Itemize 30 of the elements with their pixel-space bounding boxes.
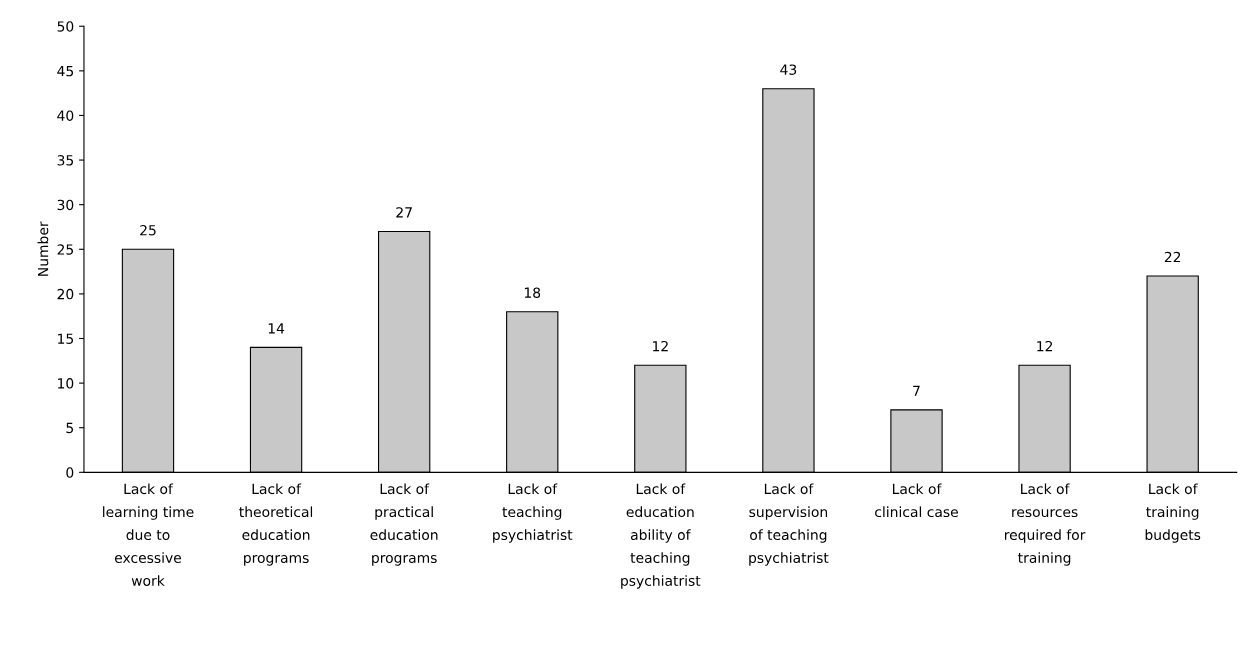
data-label: 25 bbox=[140, 224, 156, 236]
data-label: 12 bbox=[1037, 340, 1053, 352]
data-label: 14 bbox=[268, 323, 285, 334]
x-tick-label: Lack of theoretical education programs bbox=[239, 483, 313, 566]
y-tick-label: 0 bbox=[66, 467, 74, 478]
y-tick-label: 5 bbox=[66, 422, 74, 434]
x-tick-label: Lack of education ability of teaching psychiatrist bbox=[621, 483, 701, 589]
data-label: 22 bbox=[1164, 251, 1181, 263]
data-label: 12 bbox=[653, 340, 668, 352]
data-label: 18 bbox=[524, 287, 541, 298]
y-tick-label: 10 bbox=[58, 378, 74, 389]
x-tick-label: Lack of resources required for training bbox=[1005, 483, 1086, 566]
y-tick-label: 45 bbox=[57, 66, 74, 77]
y-tick-label: 25 bbox=[57, 244, 74, 255]
y-tick-label: 20 bbox=[57, 288, 74, 300]
data-label: 7 bbox=[913, 385, 920, 396]
y-axis-title: Number bbox=[37, 221, 49, 276]
data-label: 27 bbox=[396, 207, 412, 218]
x-tick-label: Lack of training budgets bbox=[1145, 483, 1201, 543]
x-tick-label: Lack of teaching psychiatrist bbox=[493, 483, 573, 543]
data-label: 43 bbox=[780, 64, 797, 75]
y-tick-label: 35 bbox=[57, 155, 74, 166]
x-tick-label: Lack of supervision of teaching psychiatrist bbox=[749, 483, 829, 566]
y-tick-label: 30 bbox=[57, 199, 74, 211]
x-tick-label: Lack of clinical case bbox=[875, 483, 958, 518]
y-tick-label: 40 bbox=[57, 110, 74, 121]
y-tick-label: 50 bbox=[57, 21, 74, 32]
x-tick-label: Lack of learning time due to excessive work bbox=[103, 483, 194, 586]
x-tick-label: Lack of practical education programs bbox=[370, 483, 438, 566]
y-tick-label: 15 bbox=[58, 333, 74, 344]
